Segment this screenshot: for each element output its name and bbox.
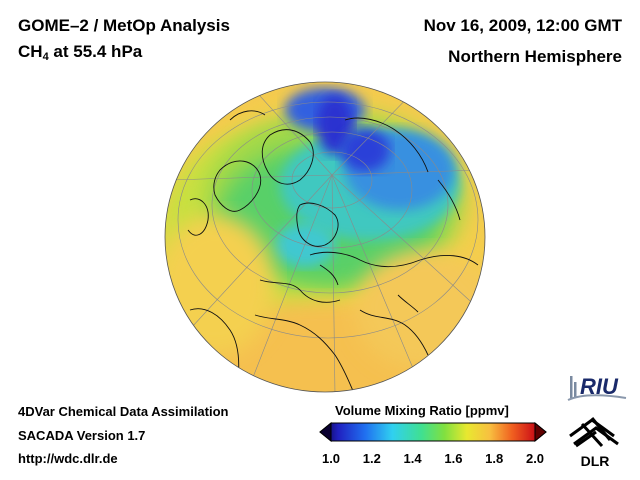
footer-url: http://wdc.dlr.de — [18, 451, 118, 466]
footer-version: SACADA Version 1.7 — [18, 428, 146, 443]
riu-swoosh-icon — [567, 394, 627, 401]
colorbar-tick-label: 1.6 — [444, 451, 463, 466]
colorbar-ramp — [319, 422, 547, 442]
map-title: GOME–2 / MetOp Analysis — [18, 16, 230, 35]
colorbar — [319, 421, 547, 443]
colorbar-tick-label: 1.8 — [485, 451, 504, 466]
colorbar-tick-label: 2.0 — [525, 451, 545, 466]
footer-method: 4DVar Chemical Data Assimilation — [18, 404, 229, 419]
colorbar-high-arrow — [534, 421, 547, 443]
colorbar-tick-label: 1.4 — [403, 451, 422, 466]
globe-field — [165, 82, 485, 392]
datetime-label: Nov 16, 2009, 12:00 GMT — [423, 16, 622, 35]
coastlines — [187, 110, 479, 392]
map-subtitle: CH4 at 55.4 hPa — [18, 42, 142, 63]
dlr-emblem-icon — [569, 417, 619, 448]
riu-logo: RIU — [567, 374, 627, 401]
species-subscript: 4 — [42, 51, 49, 63]
riu-bar-icon — [574, 382, 577, 398]
colorbar-title: Volume Mixing Ratio [ppmv] — [335, 403, 509, 418]
riu-bar-icon — [570, 376, 573, 398]
globe-map — [164, 81, 486, 393]
dlr-logo: DLR — [569, 417, 619, 469]
pressure-level: at 55.4 hPa — [48, 42, 143, 61]
colorbar-low-arrow — [319, 421, 332, 443]
species-name: CH — [18, 42, 43, 61]
globe-outline — [164, 81, 486, 393]
region-label: Northern Hemisphere — [448, 47, 622, 66]
riu-logo-text: RIU — [580, 374, 619, 399]
colorbar-tick-label: 1.2 — [362, 451, 381, 466]
dlr-logo-text: DLR — [581, 453, 610, 469]
colorbar-tick-label: 1.0 — [321, 451, 341, 466]
